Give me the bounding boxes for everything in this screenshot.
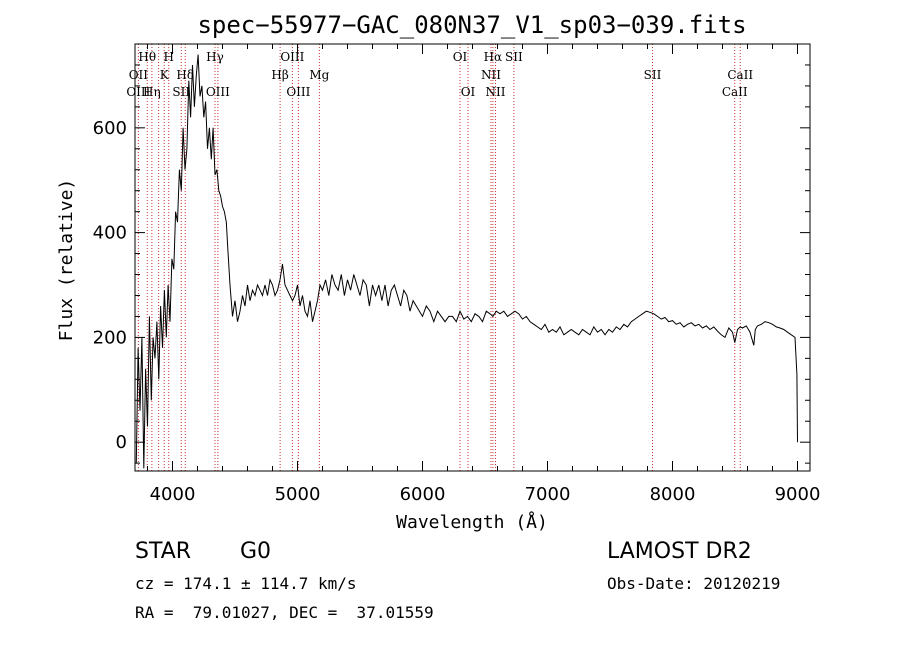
velocity-readout: cz = 174.1 ± 114.7 km/s [135, 574, 357, 593]
x-axis-label: Wavelength (Å) [396, 511, 548, 533]
x-tick-label: 7000 [525, 484, 571, 505]
x-axis: 4000 5000 6000 7000 8000 9000 [147, 44, 821, 505]
coordinates: RA = 79.01027, DEC = 37.01559 [135, 603, 434, 622]
y-tick-label: 400 [93, 223, 127, 244]
line-label: NII [486, 85, 506, 99]
y-tick-label: 600 [93, 118, 127, 139]
plot-frame [134, 43, 811, 472]
line-label: K [160, 68, 170, 82]
x-tick-label: 8000 [650, 484, 696, 505]
y-tick-label: 0 [116, 432, 127, 453]
marker-lines [137, 44, 741, 471]
line-label: Hθ [138, 50, 156, 64]
line-label: CaII [727, 68, 753, 82]
line-label: OIII [286, 85, 310, 99]
x-tick-label: 6000 [400, 484, 446, 505]
object-class: STAR [135, 539, 192, 564]
x-tick-label: 4000 [150, 484, 196, 505]
line-label: H [164, 50, 174, 64]
x-tick-label: 5000 [275, 484, 321, 505]
line-label: SII [172, 85, 190, 99]
object-subclass: G0 [240, 539, 272, 564]
survey-name: LAMOST DR2 [607, 539, 752, 564]
spectrum-line [135, 54, 798, 469]
line-label: SII [644, 68, 662, 82]
line-label: OI [461, 85, 476, 99]
chart-title: spec−55977−GAC_080N37_V1_sp03−039.fits [197, 11, 746, 39]
line-label: Hβ [271, 68, 288, 82]
line-label: Mg [309, 68, 329, 82]
x-tick-label: 9000 [775, 484, 821, 505]
y-axis: 0 200 400 600 [93, 64, 810, 464]
line-label: CaII [722, 85, 748, 99]
line-label: OIII [126, 85, 150, 99]
line-label: Hη [143, 85, 161, 99]
y-tick-label: 200 [93, 327, 127, 348]
obs-date: Obs-Date: 20120219 [607, 574, 781, 593]
y-axis-label: Flux (relative) [56, 179, 77, 342]
line-label: NII [481, 68, 501, 82]
line-label: OII [129, 68, 149, 82]
line-label: OIII [280, 50, 304, 64]
line-label: Hα [484, 50, 503, 64]
line-label: OI [453, 50, 468, 64]
line-label: Hδ [176, 68, 194, 82]
line-label: OIII [206, 85, 230, 99]
line-label: SII [505, 50, 523, 64]
line-label: Hγ [206, 50, 224, 64]
